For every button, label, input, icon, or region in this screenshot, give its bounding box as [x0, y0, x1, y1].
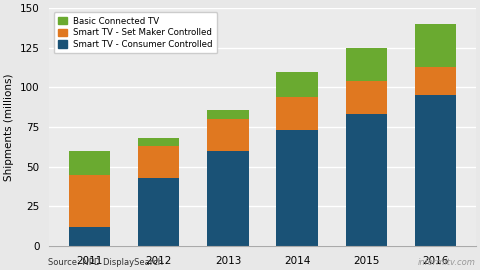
Bar	[346, 114, 387, 246]
Y-axis label: Shipments (millions): Shipments (millions)	[4, 73, 14, 181]
Legend: Basic Connected TV, Smart TV - Set Maker Controlled, Smart TV - Consumer Control: Basic Connected TV, Smart TV - Set Maker…	[54, 12, 217, 53]
Bar	[276, 97, 318, 130]
Bar	[69, 227, 110, 246]
Bar	[207, 119, 249, 151]
Bar	[346, 81, 387, 114]
Bar	[138, 178, 180, 246]
Bar	[207, 151, 249, 246]
Text: Source: NPD DisplaySearch: Source: NPD DisplaySearch	[48, 258, 163, 267]
Bar	[276, 72, 318, 97]
Bar	[415, 24, 456, 67]
Bar	[69, 151, 110, 175]
Bar	[207, 110, 249, 119]
Bar	[346, 48, 387, 81]
Text: informitv.com: informitv.com	[417, 258, 475, 267]
Bar	[69, 175, 110, 227]
Bar	[415, 67, 456, 95]
Bar	[276, 130, 318, 246]
Bar	[138, 138, 180, 146]
Bar	[138, 146, 180, 178]
Bar	[415, 95, 456, 246]
